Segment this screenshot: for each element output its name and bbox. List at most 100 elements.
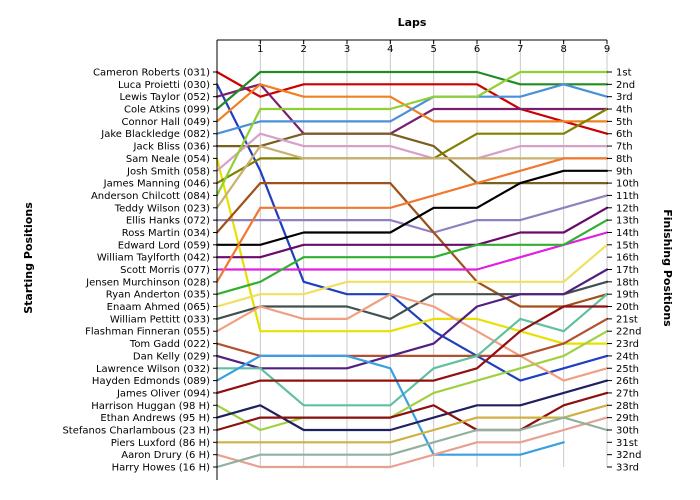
starting-position-label: Connor Hall (049): [122, 117, 211, 128]
finishing-position-label: 25th: [616, 364, 639, 375]
finishing-position-label: 29th: [616, 413, 639, 424]
series-line-6: [215, 83, 609, 135]
series-line-25: [215, 293, 609, 407]
finishing-position-label: 16th: [616, 253, 639, 264]
starting-position-label: Ethan Andrews (95 H): [100, 413, 210, 424]
series-line-15: [215, 169, 609, 246]
finishing-position-label: 14th: [616, 228, 639, 239]
starting-position-label: Hayden Edmonds (089): [92, 376, 210, 387]
plot-frame: [213, 39, 608, 480]
series-line-12: [215, 145, 609, 209]
finishing-position-label: 6th: [616, 129, 633, 140]
starting-position-label: Piers Luxford (86 H): [111, 438, 210, 449]
starting-position-label: Scott Morris (077): [120, 265, 210, 276]
finishing-position-label: 18th: [616, 277, 639, 288]
starting-position-label: Sam Neale (054): [126, 154, 210, 165]
series-line-18: [215, 157, 609, 283]
series-lines: [215, 70, 609, 469]
finishing-position-label: 30th: [616, 425, 639, 436]
series-line-27: [215, 305, 609, 394]
y-axis-label-left: Starting Positions: [22, 202, 35, 314]
finishing-position-label: 13th: [616, 216, 639, 227]
starting-position-label: Luca Proietti (030): [118, 80, 210, 91]
starting-position-label: Edward Lord (059): [118, 240, 210, 251]
series-line-31: [215, 404, 609, 444]
series-line-8: [215, 157, 609, 345]
series-line-33: [215, 416, 609, 469]
lap-tick-label: 2: [300, 44, 306, 55]
finishing-position-label: 12th: [616, 203, 639, 214]
series-line-32: [215, 416, 609, 469]
starting-position-label: Lawrence Wilson (032): [96, 364, 210, 375]
starting-position-label: Harrison Huggan (98 H): [91, 401, 210, 412]
finishing-position-label: 33rd: [616, 463, 639, 474]
starting-position-label: Ryan Anderton (035): [106, 290, 210, 301]
finishing-position-label: 26th: [616, 376, 639, 387]
lap-tick-label: 4: [387, 44, 393, 55]
lap-tick-label: 7: [517, 44, 523, 55]
starting-position-label: Cameron Roberts (031): [93, 68, 210, 79]
starting-position-label: Anderson Chilcott (084): [91, 191, 210, 202]
finishing-position-label: 15th: [616, 240, 639, 251]
finishing-position-label: 9th: [616, 166, 633, 177]
starting-position-label: Enaam Ahmed (065): [107, 302, 210, 313]
starting-position-label: Aaron Drury (6 H): [121, 450, 210, 461]
starting-position-label: Cole Atkins (099): [124, 105, 210, 116]
starting-position-label: Teddy Wilson (023): [114, 203, 210, 214]
finishing-position-label: 10th: [616, 179, 639, 190]
finishing-position-label: 22nd: [616, 327, 641, 338]
finishing-position-label: 7th: [616, 142, 633, 153]
finishing-position-label: 11th: [616, 191, 639, 202]
lap-tick-label: 9: [604, 44, 610, 55]
lap-tick-label: 3: [344, 44, 350, 55]
y-axis-label-right: Finishing Positions: [661, 209, 674, 327]
series-line-13: [215, 194, 609, 234]
finishing-position-label: 23rd: [616, 339, 639, 350]
starting-position-label: Ellis Hanks (072): [126, 216, 210, 227]
lap-tick-label: 6: [474, 44, 480, 55]
finishing-position-label: 3rd: [616, 92, 633, 103]
starting-position-label: Harry Howes (16 H): [112, 463, 210, 474]
finishing-position-label: 5th: [616, 117, 633, 128]
finishing-position-label: 27th: [616, 388, 639, 399]
finishing-position-label: 8th: [616, 154, 633, 165]
finishing-position-label: 32nd: [616, 450, 641, 461]
starting-position-label: Lewis Taylor (052): [120, 92, 211, 103]
starting-position-label: Jack Bliss (036): [133, 142, 211, 153]
finishing-position-label: 21st: [616, 314, 638, 325]
series-line-26: [215, 354, 565, 456]
series-line-11: [215, 70, 609, 197]
finishing-position-label: 28th: [616, 401, 639, 412]
series-line-22: [215, 293, 609, 382]
starting-position-label: William Taylforth (042): [97, 253, 210, 264]
series-line-28: [215, 330, 609, 432]
finishing-position-label: 2nd: [616, 80, 635, 91]
finishing-position-label: 24th: [616, 351, 639, 362]
starting-position-labels: Cameron Roberts (031)Luca Proietti (030)…: [62, 68, 210, 474]
lap-tick-labels: 1 2 3 4 5 6 7 8 9: [257, 44, 610, 55]
series-line-14: [215, 182, 609, 308]
lap-tick-label: 8: [560, 44, 566, 55]
lap-tick-label: 1: [257, 44, 263, 55]
series-line-4: [215, 70, 609, 111]
starting-position-label: Jensen Murchinson (028): [85, 277, 210, 288]
finishing-position-label: 31st: [616, 438, 638, 449]
starting-position-label: Tom Gadd (022): [129, 339, 210, 350]
starting-position-label: James Oliver (094): [116, 388, 210, 399]
starting-position-label: William Pettitt (033): [110, 314, 210, 325]
finishing-position-label: 1st: [616, 68, 632, 79]
finishing-position-label: 19th: [616, 290, 639, 301]
finishing-position-label: 4th: [616, 105, 633, 116]
starting-position-label: Jake Blackledge (082): [100, 129, 210, 140]
series-line-9: [215, 132, 609, 172]
lap-tick-label: 5: [430, 44, 436, 55]
series-line-24: [215, 268, 609, 370]
series-line-16: [215, 206, 609, 259]
starting-position-label: Flashman Finneran (055): [85, 327, 210, 338]
series-line-20: [215, 243, 609, 308]
finishing-position-label: 20th: [616, 302, 639, 313]
starting-position-label: Josh Smith (058): [126, 166, 210, 177]
